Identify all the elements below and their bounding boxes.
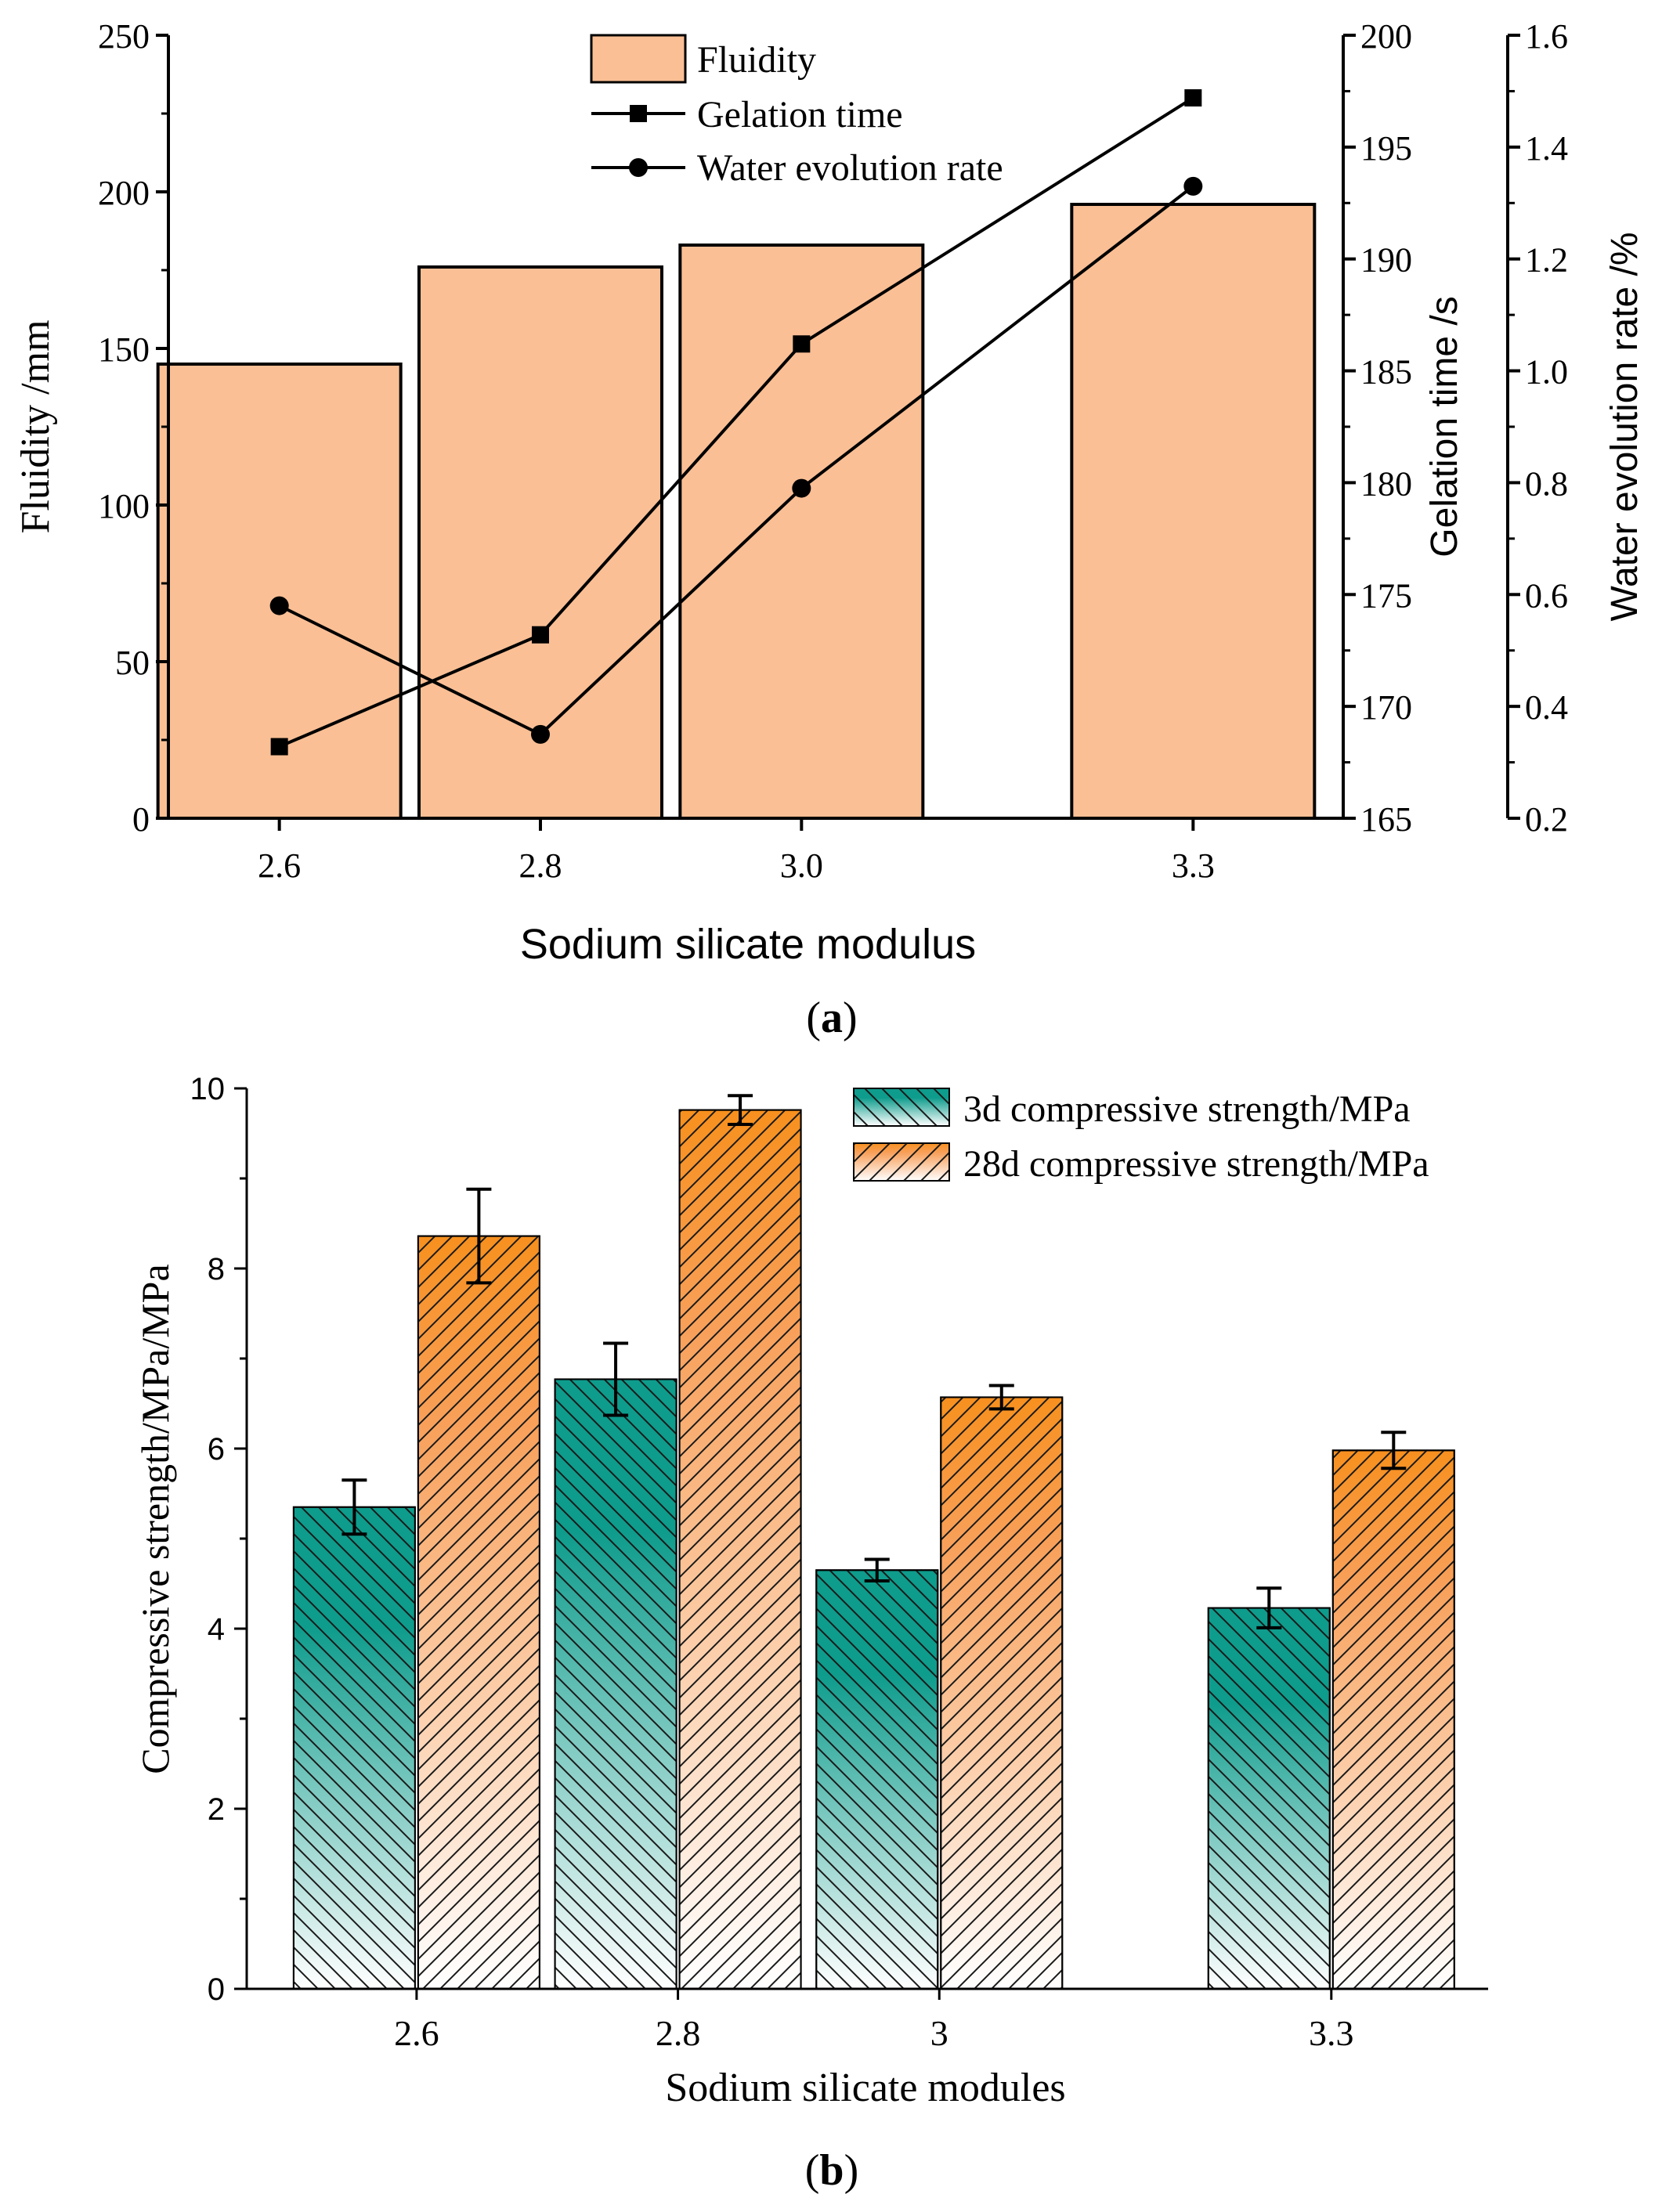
gelation-tick-label: 165: [1360, 800, 1412, 839]
panel-a-x-axis-title: Sodium silicate modulus: [520, 921, 976, 968]
fluidity-tick-label: 150: [98, 330, 150, 369]
gelation-tick-label: 180: [1360, 464, 1412, 503]
panel-b-bars: [292, 1094, 1455, 1990]
panel-a-label: (a): [806, 994, 857, 1042]
panel-a: 0 50 100 150 200 250 2.6 2.8 3.0 3.3 165 170 175 180 1…: [13, 17, 1646, 1042]
strength-3d-bar-hatch: [292, 1506, 416, 1990]
strength-3d-bar-hatch: [815, 1569, 939, 1990]
legend-water-label: Water evolution rate: [697, 147, 1003, 189]
panel-a-x-tick-label: 2.6: [258, 846, 301, 885]
water-tick-label: 1.6: [1525, 17, 1568, 56]
fluidity-bar: [678, 244, 925, 820]
panel-b-x-tick-label: 3: [930, 2013, 948, 2053]
strength-28d-bar-hatch: [1331, 1449, 1455, 1990]
fluidity-tick-label: 100: [98, 487, 150, 525]
gelation-time-point: [793, 335, 811, 353]
panel-a-x-tick-label: 3.3: [1172, 846, 1215, 885]
panel-b-y-axis-title: Compressive strength/MPa/MPa: [133, 1264, 177, 1774]
panel-b-x-tick-label: 2.8: [656, 2013, 701, 2053]
panel-b-y-tick-label: 0: [208, 1972, 225, 2007]
legend-gelation-label: Gelation time: [697, 94, 903, 135]
panel-b-axes: 0 2 4 6 8 10 2.6 2.8 3 3.3: [190, 1072, 1488, 2053]
legend-fluidity-label: Fluidity: [697, 39, 816, 81]
water-evolution-point: [269, 596, 289, 615]
panel-b-label-open: (: [805, 2146, 820, 2195]
water-tick-label: 0.4: [1525, 688, 1568, 727]
legend-28d-label: 28d compressive strength/MPa: [963, 1143, 1429, 1185]
panel-b-x-tick-label: 3.3: [1309, 2013, 1354, 2053]
panel-a-x-tick-label: 2.8: [519, 846, 562, 885]
fluidity-tick-label: 0: [132, 800, 150, 839]
panel-a-legend: Fluidity Gelation time Water evolution r…: [590, 34, 1003, 189]
panel-b-y-tick-label: 4: [208, 1612, 225, 1647]
panel-b-label-close: ): [844, 2146, 859, 2195]
water-evolution-point: [531, 724, 550, 744]
legend-gelation-marker: [630, 105, 647, 122]
strength-3d-bar-hatch: [554, 1378, 677, 1990]
panel-b-y-tick-label: 2: [208, 1792, 225, 1827]
water-axis-title: Water evolution rate /%: [1604, 232, 1646, 621]
gelation-tick-label: 200: [1360, 17, 1412, 56]
gelation-time-line: [278, 96, 1194, 749]
legend-28d-swatch-hatch: [853, 1142, 950, 1182]
gelation-axis-title: Gelation time /s: [1424, 296, 1465, 557]
water-tick-label: 0.2: [1525, 800, 1568, 839]
panel-a-lines: [269, 89, 1203, 756]
panel-b-y-tick-label: 8: [208, 1252, 225, 1286]
strength-28d-bar-hatch: [678, 1109, 802, 1990]
panel-b-x-axis-title: Sodium silicate modules: [665, 2066, 1065, 2110]
water-tick-label: 0.8: [1525, 464, 1568, 503]
gelation-time-point: [532, 626, 549, 644]
gelation-time-point: [1184, 89, 1202, 106]
water-evolution-point: [1183, 176, 1203, 196]
fluidity-tick-label: 50: [115, 644, 150, 682]
gelation-tick-label: 190: [1360, 241, 1412, 280]
gelation-tick-label: 175: [1360, 576, 1412, 615]
water-evolution-point: [792, 478, 811, 498]
panel-b-y-tick-label: 10: [190, 1072, 226, 1106]
water-tick-label: 1.0: [1525, 353, 1568, 392]
legend-3d-label: 3d compressive strength/MPa: [963, 1088, 1411, 1130]
fluidity-bar: [1070, 203, 1317, 820]
water-tick-label: 1.2: [1525, 241, 1568, 280]
panel-b-x-tick-label: 2.6: [394, 2013, 439, 2053]
gelation-tick-label: 195: [1360, 129, 1412, 168]
water-tick-label: 1.4: [1525, 129, 1568, 168]
fluidity-tick-label: 200: [98, 174, 150, 212]
panel-b: 0 2 4 6 8 10 2.6 2.8 3 3.3 Compressive strength/M…: [133, 1072, 1488, 2195]
panel-b-y-tick-label: 6: [208, 1432, 225, 1467]
strength-28d-bar-hatch: [940, 1396, 1064, 1990]
gelation-tick-label: 170: [1360, 688, 1412, 727]
legend-water-marker: [629, 158, 648, 177]
strength-3d-bar-hatch: [1207, 1607, 1331, 1990]
fluidity-axis-title: Fluidity /mm: [13, 319, 58, 533]
water-evolution-line: [278, 185, 1194, 737]
fluidity-tick-label: 250: [98, 17, 150, 56]
water-tick-label: 0.6: [1525, 576, 1568, 615]
strength-28d-bar-hatch: [417, 1235, 540, 1990]
panel-a-x-tick-label: 3.0: [780, 846, 823, 885]
gelation-time-point: [270, 738, 288, 756]
legend-3d-swatch-hatch: [853, 1088, 950, 1127]
panel-a-label-open: (: [806, 994, 821, 1042]
panel-a-label-letter: a: [821, 994, 843, 1042]
panel-a-label-close: ): [843, 994, 858, 1042]
panel-a-bars: [156, 203, 1317, 820]
panel-b-label-letter: b: [819, 2146, 844, 2195]
panel-b-label: (b): [805, 2146, 858, 2195]
gelation-tick-label: 185: [1360, 353, 1412, 392]
legend-fluidity-swatch: [590, 34, 687, 84]
panel-b-legend: 3d compressive strength/MPa 28d compress…: [853, 1088, 1429, 1185]
panel-a-axes: 0 50 100 150 200 250 2.6 2.8 3.0 3.3 165 170 175 180 1…: [98, 17, 1568, 885]
